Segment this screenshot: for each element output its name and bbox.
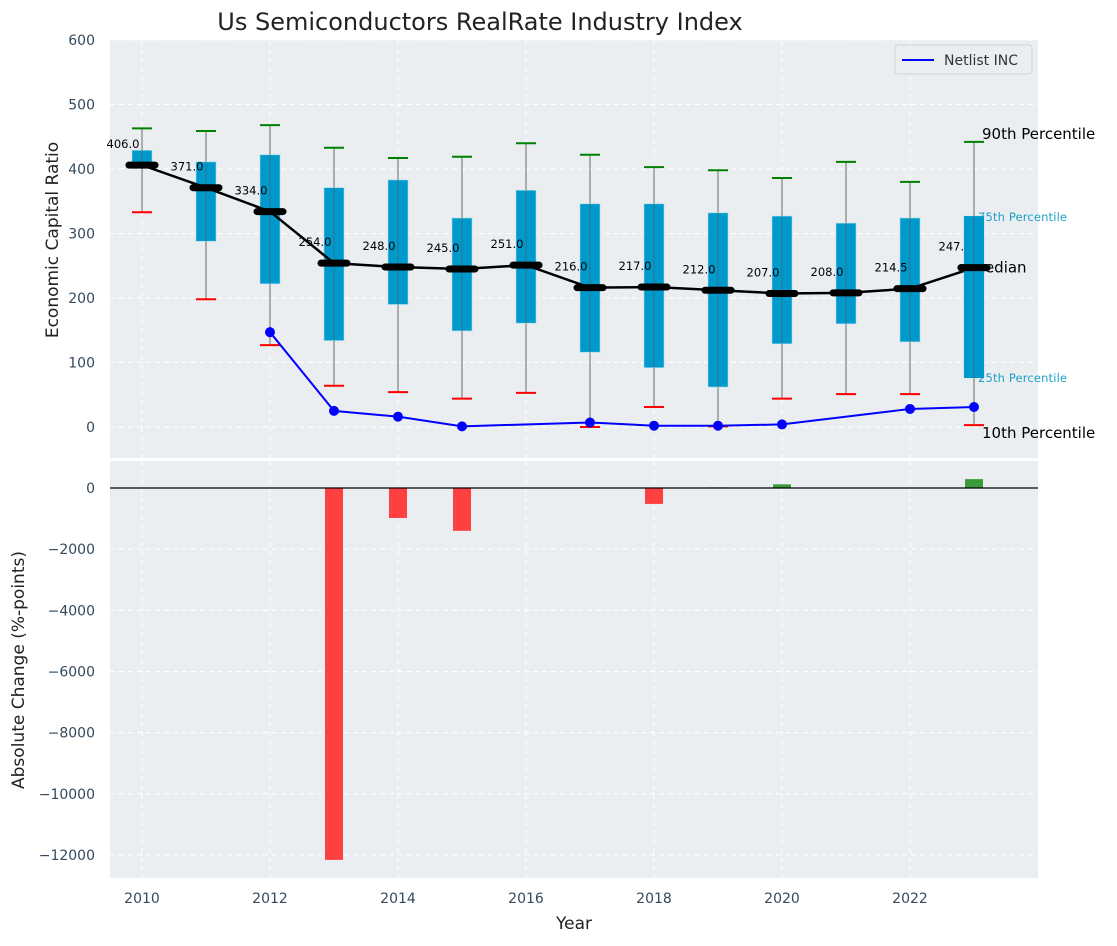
- netlist-point: [393, 411, 403, 422]
- bottom-y-tick-labels: 0 −2000 −4000 −6000 −8000 −10000 −12000: [39, 481, 95, 864]
- top-y-tick-labels: 0 100 200 300 400 500 600: [68, 33, 95, 436]
- median-value-label: 247.0: [939, 240, 972, 254]
- median-value-label: 217.0: [619, 259, 652, 273]
- q3-annotation: 75th Percentile: [978, 210, 1067, 224]
- median-value-label: 214.5: [875, 261, 908, 275]
- median-value-label: 254.0: [299, 235, 332, 249]
- netlist-point: [777, 419, 787, 430]
- median-value-label: 212.0: [683, 262, 716, 276]
- median-series: [125, 161, 991, 297]
- median-annotation: Median: [972, 259, 1027, 277]
- change-bars: [110, 479, 1038, 860]
- legend: Netlist INC: [894, 44, 1033, 75]
- netlist-point: [585, 417, 595, 428]
- median-value-label: 251.0: [491, 237, 524, 251]
- change-bar: [325, 488, 343, 860]
- netlist-point: [329, 405, 339, 416]
- x-axis-label: Year: [555, 914, 592, 934]
- bottom-y-axis-label: Absolute Change (%-points): [9, 551, 29, 789]
- median-value-label: 248.0: [363, 239, 396, 253]
- top-y-tick-label: 100: [68, 356, 95, 372]
- bottom-plot-background: [110, 461, 1038, 878]
- netlist-point: [649, 420, 659, 431]
- bottom-y-tick-label: −6000: [48, 665, 95, 681]
- chart-title: Us Semiconductors RealRate Industry Inde…: [217, 8, 742, 36]
- change-bar: [965, 479, 983, 488]
- top-y-tick-label: 600: [68, 33, 95, 49]
- median-value-label: 207.0: [747, 265, 780, 279]
- top-y-tick-label: 500: [68, 98, 95, 114]
- median-labels: 406.0 371.0 334.0 254.0 248.0 245.0 251.0 216.0…: [107, 137, 972, 279]
- netlist-point: [457, 421, 467, 432]
- top-y-tick-label: 0: [86, 420, 95, 436]
- netlist-point: [969, 402, 979, 413]
- top-plot-background: [110, 40, 1038, 458]
- x-tick-label: 2022: [892, 891, 928, 907]
- netlist-point: [265, 327, 275, 338]
- netlist-point: [713, 420, 723, 431]
- p90-annotation: 90th Percentile: [982, 125, 1095, 143]
- x-tick-label: 2010: [124, 891, 160, 907]
- median-value-label: 334.0: [235, 184, 268, 198]
- change-bar: [453, 488, 471, 531]
- top-y-axis-label: Economic Capital Ratio: [43, 142, 63, 338]
- netlist-line: [269, 331, 975, 428]
- median-value-label: 406.0: [107, 137, 140, 151]
- q1-annotation: 25th Percentile: [978, 371, 1067, 385]
- legend-label: Netlist INC: [944, 53, 1018, 69]
- x-tick-label: 2012: [252, 891, 288, 907]
- legend-box: [894, 44, 1033, 75]
- netlist-point: [905, 403, 915, 414]
- change-bar: [389, 488, 407, 518]
- median-value-label: 216.0: [555, 260, 588, 274]
- bottom-y-tick-label: 0: [86, 481, 95, 497]
- top-y-tick-label: 400: [68, 162, 95, 178]
- top-y-tick-label: 200: [68, 291, 95, 307]
- median-value-label: 208.0: [811, 265, 844, 279]
- x-tick-labels: 2010 2012 2014 2016 2018 2020 2022: [124, 891, 928, 907]
- p10-annotation: 10th Percentile: [982, 424, 1095, 442]
- change-bar: [645, 488, 663, 504]
- x-tick-label: 2014: [380, 891, 416, 907]
- netlist-series: [265, 327, 979, 432]
- x-tick-label: 2020: [764, 891, 800, 907]
- top-y-tick-label: 300: [68, 227, 95, 243]
- median-value-label: 371.0: [171, 160, 204, 174]
- bottom-y-tick-label: −12000: [39, 848, 95, 864]
- bottom-y-tick-label: −2000: [48, 542, 95, 558]
- bottom-y-tick-label: −8000: [48, 726, 95, 742]
- bottom-y-tick-label: −10000: [39, 787, 95, 803]
- x-tick-label: 2016: [508, 891, 544, 907]
- bottom-y-tick-label: −4000: [48, 603, 95, 619]
- x-tick-label: 2018: [636, 891, 672, 907]
- median-value-label: 245.0: [427, 241, 460, 255]
- percentile-annotations: 90th Percentile 75th Percentile Median 25th…: [957, 125, 1095, 442]
- change-bar: [773, 484, 791, 488]
